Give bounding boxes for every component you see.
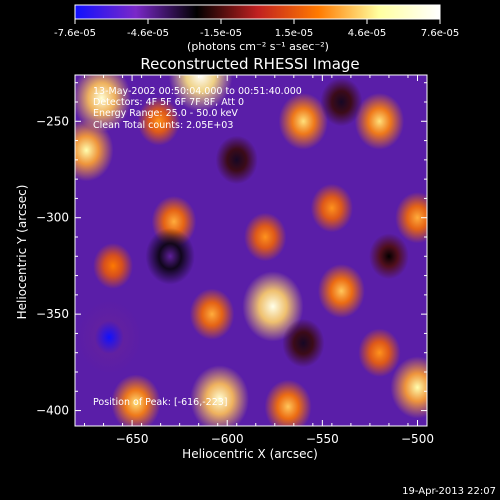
colorbar-tick-label: -4.6e-05 (127, 28, 169, 39)
peak-position-label: Position of Peak: [-616,-223] (93, 397, 228, 408)
y-tick-label: −400 (36, 404, 69, 418)
heatmap-source (282, 318, 325, 368)
colorbar-tick-label: -1.5e-05 (200, 28, 242, 39)
heatmap-source (75, 119, 114, 182)
plot-frame (74, 74, 428, 427)
heatmap-image (75, 75, 427, 426)
x-tick-label: −500 (401, 432, 434, 446)
annotation-detectors: Detectors: 4F 5F 6F 7F 8F, Att 0 (93, 97, 244, 108)
colorbar-tick-label: 4.6e-05 (348, 28, 386, 39)
x-tick-label: −650 (116, 432, 149, 446)
heatmap-source (320, 77, 363, 127)
heatmap-source (369, 233, 409, 280)
y-tick-label: −300 (36, 211, 69, 225)
heatmap-source (278, 92, 328, 150)
colorbar-gradient (75, 5, 440, 19)
footer-timestamp: 19-Apr-2013 22:07 (402, 486, 496, 497)
annotation-total-counts: Clean Total counts: 2.05E+03 (93, 120, 233, 131)
heatmap-source (189, 288, 235, 340)
chart-title: Reconstructed RHESSI Image (140, 55, 359, 73)
heatmap-source (317, 264, 365, 318)
heatmap-source (395, 192, 427, 244)
heatmap-source (264, 379, 312, 426)
colorbar-frame (74, 4, 441, 20)
heatmap-source (168, 75, 233, 112)
colorbar-tick-label: -7.6e-05 (54, 28, 96, 39)
heatmap-source (75, 75, 132, 132)
axes: −650 −600 −550 −500 −400 −350 −300 −250 (36, 75, 434, 446)
annotation-energy-range: Energy Range: 25.0 - 50.0 keV (93, 108, 238, 119)
y-tick-label: −250 (36, 114, 69, 128)
colorbar-tick-label: 1.5e-05 (275, 28, 313, 39)
heatmap-source (77, 300, 142, 375)
heatmap-source (244, 212, 287, 262)
x-tick-label: −600 (211, 432, 244, 446)
y-axis-label: Heliocentric Y (arcsec) (15, 185, 29, 320)
heatmap-source (354, 92, 405, 150)
colorbar: -7.6e-05 -4.6e-05 -1.5e-05 1.5e-05 4.6e-05 7.… (54, 4, 459, 53)
x-axis-label: Heliocentric X (arcsec) (182, 447, 318, 461)
heatmap-source (111, 374, 161, 426)
heatmap-source (145, 227, 195, 285)
annotations: 13-May-2002 00:50:04.000 to 00:51:40.000… (93, 86, 302, 408)
heatmap-source (190, 365, 249, 426)
x-tick-label: −550 (306, 432, 339, 446)
heatmap-source (93, 243, 133, 289)
annotation-time-range: 13-May-2002 00:50:04.000 to 00:51:40.000 (93, 86, 302, 97)
heatmap-source (242, 271, 304, 342)
heatmap-source (358, 328, 401, 377)
heatmap-source (310, 183, 353, 233)
colorbar-ticks: -7.6e-05 -4.6e-05 -1.5e-05 1.5e-05 4.6e-05 7.… (54, 19, 459, 39)
y-tick-label: −350 (36, 307, 69, 321)
colorbar-unit-label: (photons cm⁻² s⁻¹ asec⁻²) (187, 40, 329, 53)
heatmap-source (390, 356, 427, 419)
heatmap-source (137, 97, 180, 146)
heatmap-source (215, 135, 258, 185)
colorbar-tick-label: 7.6e-05 (421, 28, 459, 39)
